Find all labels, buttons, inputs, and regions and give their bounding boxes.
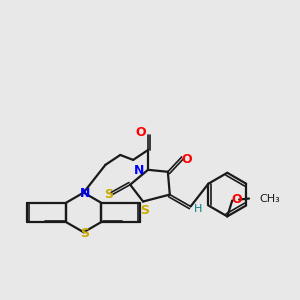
Text: N: N bbox=[134, 164, 144, 177]
Text: S: S bbox=[80, 227, 89, 240]
Text: O: O bbox=[232, 193, 242, 206]
Text: S: S bbox=[140, 204, 149, 217]
Text: O: O bbox=[181, 153, 192, 167]
Text: H: H bbox=[194, 204, 203, 214]
Text: O: O bbox=[136, 126, 146, 139]
Text: S: S bbox=[104, 188, 113, 201]
Text: N: N bbox=[80, 187, 90, 200]
Text: CH₃: CH₃ bbox=[259, 194, 280, 203]
